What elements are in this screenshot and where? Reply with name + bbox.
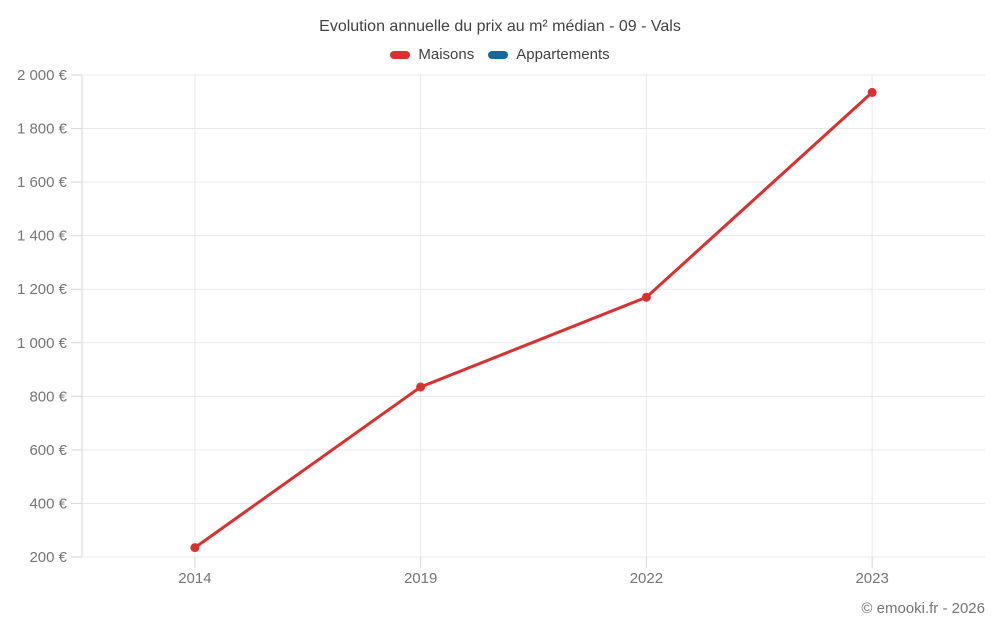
maisons-data-point <box>190 543 200 553</box>
appartements-series-swatch-icon <box>488 50 509 59</box>
maisons-data-point <box>641 292 651 302</box>
x-axis-tick-label: 2019 <box>404 570 437 587</box>
y-axis-tick-label: 1 800 € <box>17 121 68 138</box>
maisons-series-line <box>193 90 874 550</box>
y-axis-tick-label: 600 € <box>29 442 67 459</box>
y-axis-tick-label: 2 000 € <box>17 67 68 84</box>
legend-item-appartements: Appartements <box>488 46 610 63</box>
y-axis-tick-label: 200 € <box>29 549 67 566</box>
y-axis-tick-label: 1 000 € <box>17 335 68 352</box>
y-axis-tick-label: 400 € <box>29 495 67 512</box>
y-axis-tick-label: 1 200 € <box>17 281 68 298</box>
y-axis-tick-label: 1 400 € <box>17 228 68 245</box>
x-axis-tick-label: 2022 <box>630 570 663 587</box>
y-axis-tick-label: 800 € <box>29 388 67 405</box>
copyright-credit: © emooki.fr - 2026 <box>861 600 985 617</box>
chart-legend: Maisons Appartements <box>0 46 1000 63</box>
legend-label-maisons: Maisons <box>418 46 475 63</box>
maisons-data-point <box>867 87 877 97</box>
x-axis-tick-label: 2014 <box>178 570 211 587</box>
maisons-data-point <box>416 382 426 392</box>
y-axis-tick-label: 1 600 € <box>17 174 68 191</box>
chart-title: Evolution annuelle du prix au m² médian … <box>319 18 681 35</box>
legend-item-maisons: Maisons <box>390 46 474 63</box>
maisons-series-swatch-icon <box>390 50 411 59</box>
legend-label-appartements: Appartements <box>516 46 610 63</box>
x-axis-tick-label: 2023 <box>855 570 888 587</box>
